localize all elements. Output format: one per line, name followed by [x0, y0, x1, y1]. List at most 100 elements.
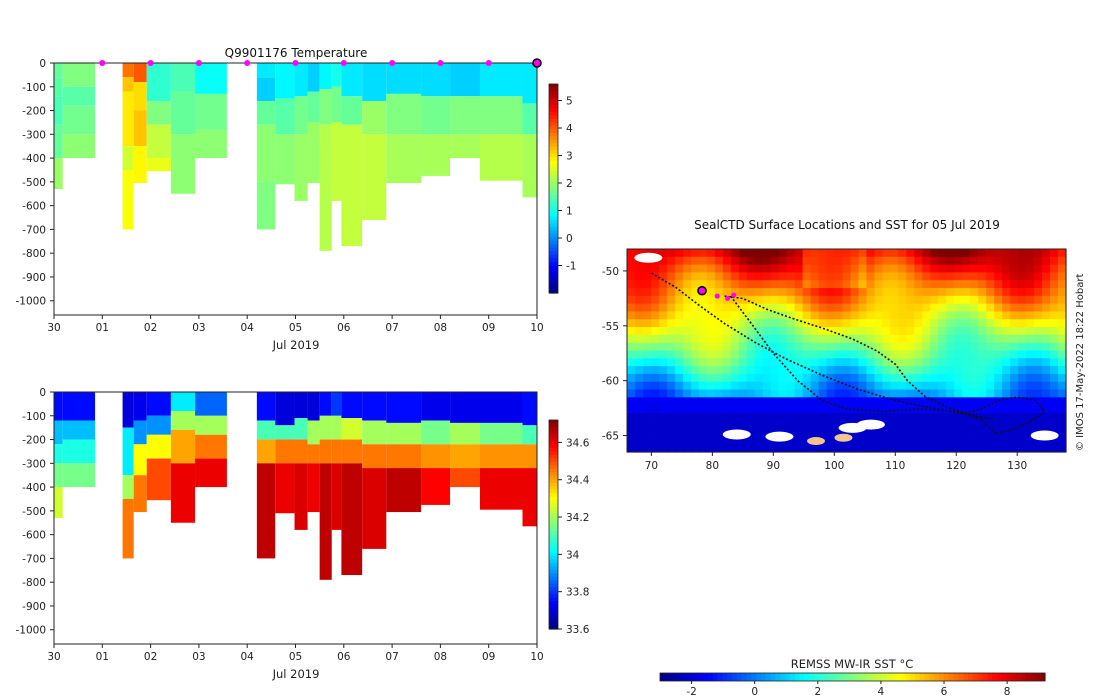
sst-cell — [1018, 397, 1027, 406]
sst-cell — [826, 428, 836, 437]
sst-cell — [634, 436, 644, 445]
y-tick-label: -500 — [22, 177, 46, 189]
sst-cell — [866, 319, 876, 328]
sst-cell — [986, 420, 995, 430]
surface-marker — [147, 60, 154, 66]
sst-cell — [946, 342, 955, 352]
sst-cell — [1058, 264, 1067, 274]
sst-cell — [810, 319, 820, 328]
sst-cell — [882, 366, 891, 375]
colorbar-segment — [549, 195, 558, 200]
sst-cell — [954, 428, 963, 437]
sst-cell — [954, 444, 963, 453]
sst-cell — [770, 412, 780, 422]
sst-cell — [650, 366, 660, 375]
colorbar-segment — [549, 174, 558, 179]
sst-cell — [914, 319, 923, 328]
sst-cell — [898, 412, 907, 422]
sst-cell — [994, 389, 1003, 398]
sst-cell — [858, 272, 868, 281]
sst-cell — [658, 249, 668, 258]
profile-cell — [331, 463, 342, 530]
sst-cell — [834, 350, 844, 359]
sst-cell — [826, 249, 836, 258]
profile-cell — [146, 101, 171, 125]
sst-cell — [930, 272, 939, 281]
colorbar-segment — [549, 104, 558, 109]
sst-cell — [698, 436, 708, 445]
sst-cell — [802, 280, 812, 289]
profile-cell — [62, 105, 96, 135]
sst-cell — [746, 358, 756, 367]
sst-cell — [954, 334, 963, 344]
sst-cell — [658, 420, 668, 430]
sst-cell — [962, 342, 971, 352]
sst-cell — [1026, 405, 1035, 414]
sst-cell — [1058, 420, 1067, 430]
profile-cell — [294, 463, 308, 530]
sst-cell — [627, 288, 636, 297]
sst-cell — [874, 405, 884, 414]
sst-cell — [938, 436, 947, 445]
colorbar-segment — [549, 534, 558, 540]
sst-cell — [866, 272, 876, 281]
sst-cell — [890, 389, 899, 398]
y-tick-label: 0 — [39, 387, 46, 399]
sst-cell — [706, 272, 716, 281]
sst-cell — [642, 358, 652, 367]
sst-colorbar-segment — [660, 673, 666, 681]
sst-cell — [882, 319, 891, 328]
sst-cell — [634, 295, 644, 305]
sst-cell — [962, 405, 971, 414]
sst-cell — [906, 319, 915, 328]
temperature-panel: Q9901176 Temperature 0-100-200-300-400-5… — [15, 46, 576, 352]
sst-cell — [674, 436, 684, 445]
sst-cell — [650, 334, 660, 344]
sst-cell — [1042, 358, 1051, 367]
sst-cell — [914, 295, 923, 305]
sst-cell — [922, 280, 931, 289]
surface-marker — [389, 60, 396, 66]
sst-cell — [818, 358, 828, 367]
sst-cell — [930, 249, 939, 258]
sst-cell — [674, 350, 684, 359]
sst-colorbar-segment — [804, 673, 810, 681]
sst-cell — [882, 327, 891, 336]
sst-cell — [642, 444, 652, 453]
sst-cell — [658, 327, 668, 336]
salinity-x-ticks: 30 01 02 03 04 05 06 07 08 09 10 — [47, 644, 544, 663]
map-x-tick-label: 100 — [824, 460, 844, 472]
sst-cell — [938, 319, 947, 328]
profile-cell — [294, 418, 308, 440]
colorbar-segment — [549, 122, 558, 127]
sst-cell — [714, 373, 724, 383]
sst-cell — [650, 319, 660, 328]
sst-cell — [658, 311, 668, 320]
sst-cell — [810, 272, 820, 281]
sst-cell — [650, 373, 660, 383]
sst-cell — [674, 342, 684, 352]
sst-colorbar-segment — [1020, 673, 1027, 681]
sst-cell — [1010, 303, 1019, 313]
sst-colorbar-segment — [737, 673, 743, 681]
profile-cell — [341, 439, 363, 464]
sst-cell — [1018, 280, 1027, 289]
sst-cell — [674, 303, 684, 313]
colorbar-segment — [549, 622, 558, 627]
sst-cell — [874, 397, 884, 406]
sst-cell — [738, 412, 748, 422]
sst-cell — [778, 256, 788, 266]
sst-cell — [674, 327, 684, 336]
profile-cell — [421, 392, 451, 421]
sst-cell — [1018, 311, 1027, 320]
sst-cell — [1018, 420, 1027, 430]
sst-cell — [922, 303, 931, 313]
sst-cell — [922, 311, 931, 320]
sst-cell — [930, 366, 939, 375]
sst-cell — [754, 334, 764, 344]
sst-cell — [858, 444, 868, 453]
sst-cell — [946, 389, 955, 398]
sst-cell — [762, 436, 772, 445]
sst-cell — [1010, 405, 1019, 414]
sst-cell — [1026, 295, 1035, 305]
